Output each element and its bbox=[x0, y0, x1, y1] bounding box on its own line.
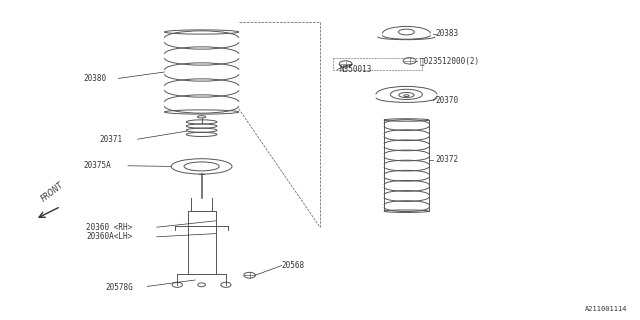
Text: FRONT: FRONT bbox=[40, 180, 65, 203]
Text: 20383: 20383 bbox=[435, 29, 458, 38]
Text: 20371: 20371 bbox=[99, 135, 122, 144]
Text: 20360 <RH>: 20360 <RH> bbox=[86, 223, 132, 232]
Text: N350013: N350013 bbox=[339, 65, 372, 74]
Text: 20375A: 20375A bbox=[83, 161, 111, 170]
Text: 20568: 20568 bbox=[282, 261, 305, 270]
Text: Ⓝ023512000(2): Ⓝ023512000(2) bbox=[419, 56, 479, 65]
Text: 20360A<LH>: 20360A<LH> bbox=[86, 232, 132, 241]
Text: 20578G: 20578G bbox=[106, 284, 133, 292]
Text: 20372: 20372 bbox=[435, 156, 458, 164]
Text: 20370: 20370 bbox=[435, 96, 458, 105]
Text: A211001114: A211001114 bbox=[585, 306, 627, 312]
Text: 20380: 20380 bbox=[83, 74, 106, 83]
